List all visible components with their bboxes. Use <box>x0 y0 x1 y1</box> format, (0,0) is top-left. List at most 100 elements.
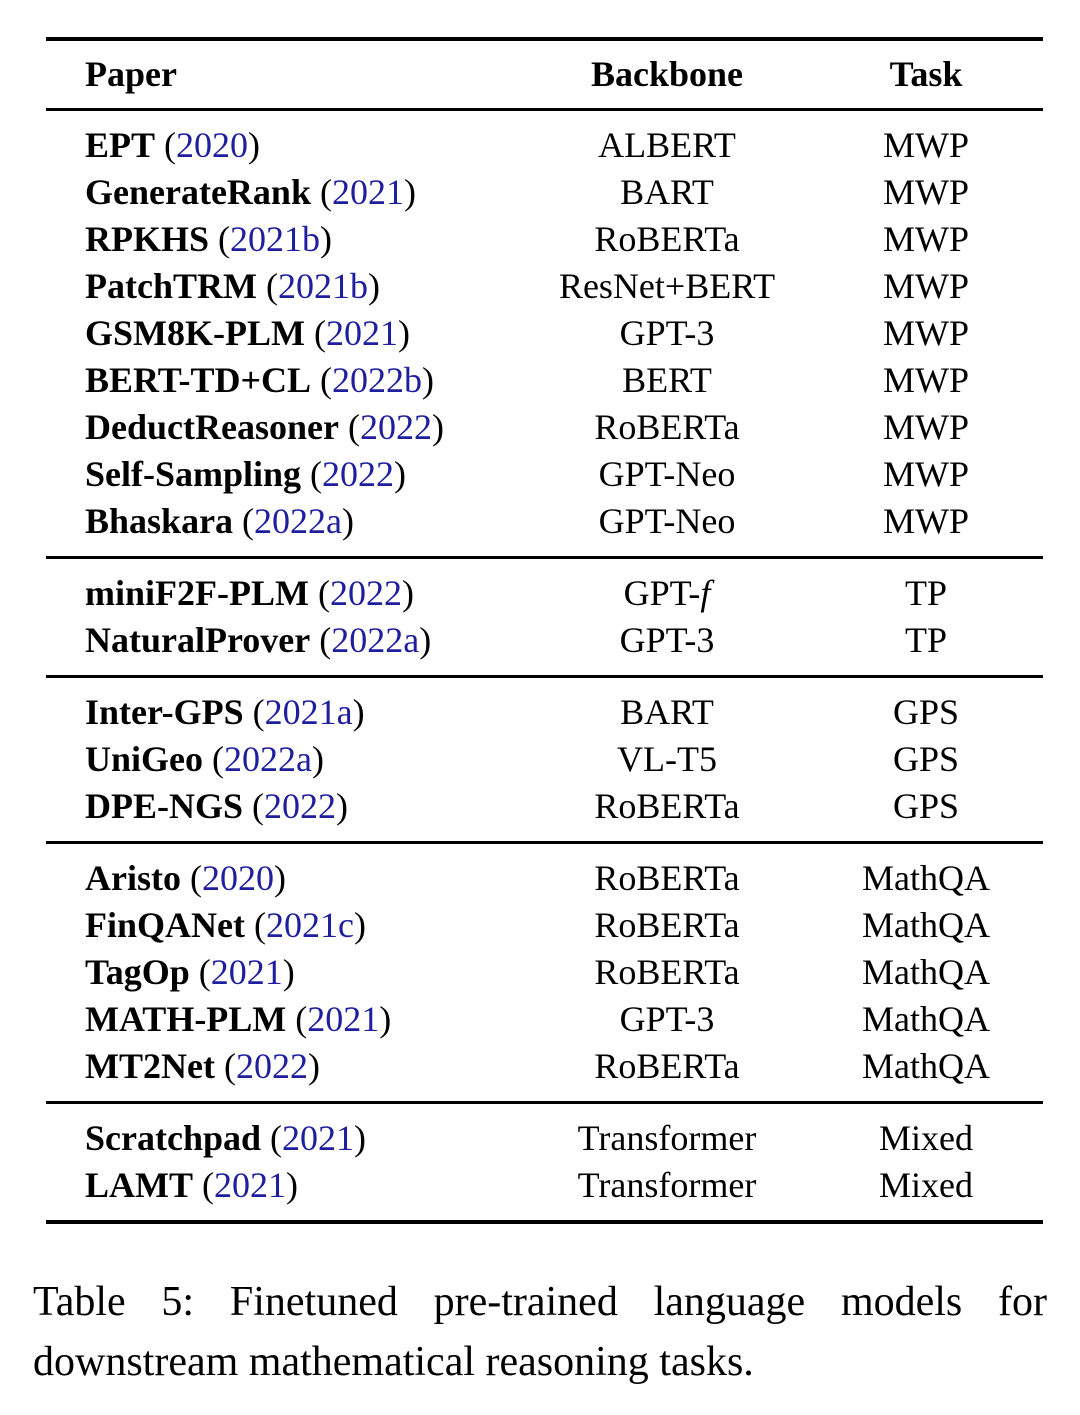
task-cell: TP <box>904 573 947 613</box>
task-cell: MWP <box>882 172 969 212</box>
paper-cell: Aristo (2020) <box>85 858 286 898</box>
citation-link[interactable]: 2021 <box>325 313 398 353</box>
task-cell: MWP <box>882 360 969 400</box>
paper-cell: MT2Net (2022) <box>85 1046 320 1086</box>
group-separator-rule <box>46 1101 1043 1104</box>
citation-link[interactable]: 2022 <box>329 573 402 613</box>
backbone-cell: GPT-f <box>623 573 711 613</box>
table-body: EPT (2020) ALBERT MWP GenerateRank (2021) BA… <box>46 111 1043 1220</box>
citation-link[interactable]: 2022a <box>254 501 343 541</box>
paper-name: GenerateRank <box>85 172 311 212</box>
task-cell: TP <box>904 620 947 660</box>
paper-name: miniF2F-PLM <box>85 573 309 613</box>
column-header-paper: Paper <box>85 54 177 94</box>
task-cell: Mixed <box>879 1165 973 1205</box>
citation-link[interactable]: 2021 <box>214 1165 286 1205</box>
paper-cell: MATH-PLM (2021) <box>85 999 392 1039</box>
paper-cell: Bhaskara (2022a) <box>85 501 355 541</box>
citation-link[interactable]: 2021a <box>264 692 353 732</box>
backbone-cell: GPT-3 <box>619 999 715 1039</box>
table-row: GenerateRank (2021) BART MWP <box>46 169 1043 216</box>
table-header-row: Paper Backbone Task <box>46 41 1043 108</box>
table-5: Paper Backbone Task EPT (2020) ALBERT MWP G… <box>46 37 1043 1224</box>
citation-link[interactable]: 2022a <box>224 739 312 779</box>
table-row: Scratchpad (2021) Transformer Mixed <box>46 1115 1043 1162</box>
paper-name: Scratchpad <box>85 1118 262 1158</box>
citation-link[interactable]: 2022 <box>264 786 337 826</box>
task-cell: MWP <box>882 407 969 447</box>
citation-link[interactable]: 2022 <box>235 1046 308 1086</box>
task-cell: GPS <box>892 786 960 826</box>
citation-link[interactable]: 2021c <box>265 905 354 945</box>
citation-link[interactable]: 2020 <box>176 125 249 165</box>
table-row: Bhaskara (2022a) GPT-Neo MWP <box>46 498 1043 545</box>
table-caption: Table 5: Finetuned pre-trained language … <box>33 1272 1047 1392</box>
citation-link[interactable]: 2020 <box>201 858 274 898</box>
backbone-cell: GPT-3 <box>619 313 715 353</box>
table-row: DPE-NGS (2022) RoBERTa GPS <box>46 783 1043 830</box>
citation-link[interactable]: 2021 <box>210 952 283 992</box>
backbone-cell: RoBERTa <box>594 858 740 898</box>
paper-name: Bhaskara <box>85 501 234 541</box>
citation-link[interactable]: 2021b <box>230 219 321 259</box>
paper-cell: DPE-NGS (2022) <box>85 786 349 826</box>
paper-name: Aristo <box>85 858 181 898</box>
table-row: UniGeo (2022a) VL-T5 GPS <box>46 736 1043 783</box>
backbone-cell: ResNet+BERT <box>558 266 776 306</box>
backbone-cell: BERT <box>622 360 712 400</box>
table-group: EPT (2020) ALBERT MWP GenerateRank (2021) BA… <box>46 111 1043 556</box>
backbone-cell: RoBERTa <box>594 952 740 992</box>
table-row: Self-Sampling (2022) GPT-Neo MWP <box>46 451 1043 498</box>
table-row: LAMT (2021) Transformer Mixed <box>46 1162 1043 1209</box>
paper-name: DPE-NGS <box>85 786 244 826</box>
backbone-cell: BART <box>620 692 714 732</box>
citation-link[interactable]: 2021 <box>307 999 380 1039</box>
table-row: MATH-PLM (2021) GPT-3 MathQA <box>46 996 1043 1043</box>
citation-link[interactable]: 2022 <box>322 454 395 494</box>
task-cell: GPS <box>892 739 960 779</box>
top-rule <box>46 37 1043 41</box>
column-header-task: Task <box>889 54 963 94</box>
backbone-italic-suffix: f <box>700 573 711 613</box>
paper-cell: miniF2F-PLM (2022) <box>85 573 414 613</box>
citation-link[interactable]: 2022b <box>331 360 422 400</box>
header-rule <box>46 108 1043 111</box>
paper-name: GSM8K-PLM <box>85 313 305 353</box>
table-group: Scratchpad (2021) Transformer Mixed LAMT (2… <box>46 1104 1043 1220</box>
citation-link[interactable]: 2021 <box>282 1118 355 1158</box>
citation-link[interactable]: 2022 <box>359 407 432 447</box>
table-row: NaturalProver (2022a) GPT-3 TP <box>46 617 1043 664</box>
table-row: Aristo (2020) RoBERTa MathQA <box>46 855 1043 902</box>
table-group: Aristo (2020) RoBERTa MathQA FinQANet (2021… <box>46 844 1043 1101</box>
backbone-cell: Transformer <box>577 1118 757 1158</box>
citation-link[interactable]: 2021b <box>277 266 368 306</box>
table-row: TagOp (2021) RoBERTa MathQA <box>46 949 1043 996</box>
table-row: MT2Net (2022) RoBERTa MathQA <box>46 1043 1043 1090</box>
paper-name: Inter-GPS <box>85 692 244 732</box>
table-row: BERT-TD+CL (2022b) BERT MWP <box>46 357 1043 404</box>
caption-line-1: Table 5: Finetuned pre-trained language … <box>33 1279 1047 1325</box>
paper-cell: DeductReasoner (2022) <box>85 407 444 447</box>
citation-link[interactable]: 2021 <box>331 172 404 212</box>
task-cell: GPS <box>892 692 960 732</box>
paper-name: NaturalProver <box>85 620 311 660</box>
paper-cell: UniGeo (2022a) <box>85 739 324 779</box>
paper-cell: BERT-TD+CL (2022b) <box>85 360 434 400</box>
paper-cell: NaturalProver (2022a) <box>85 620 432 660</box>
table-group: Inter-GPS (2021a) BART GPS UniGeo (2022a) VL… <box>46 678 1043 841</box>
backbone-cell: RoBERTa <box>594 407 740 447</box>
paper-cell: Scratchpad (2021) <box>85 1118 367 1158</box>
paper-name: LAMT <box>85 1165 193 1205</box>
paper-name: EPT <box>85 125 156 165</box>
table-row: GSM8K-PLM (2021) GPT-3 MWP <box>46 310 1043 357</box>
paper-name: BERT-TD+CL <box>85 360 311 400</box>
group-separator-rule <box>46 841 1043 844</box>
paper-cell: LAMT (2021) <box>85 1165 298 1205</box>
paper-name: Self-Sampling <box>85 454 302 494</box>
task-cell: MWP <box>882 125 969 165</box>
task-cell: MWP <box>882 219 969 259</box>
citation-link[interactable]: 2022a <box>331 620 420 660</box>
task-cell: MathQA <box>862 999 990 1039</box>
backbone-cell: GPT-3 <box>619 620 715 660</box>
